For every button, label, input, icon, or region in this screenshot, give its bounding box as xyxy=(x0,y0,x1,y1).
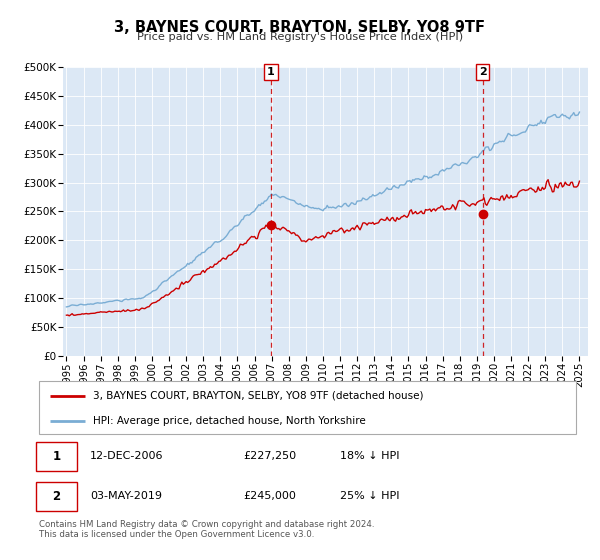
Text: £245,000: £245,000 xyxy=(243,491,296,501)
Text: 2: 2 xyxy=(479,67,487,77)
Text: 03-MAY-2019: 03-MAY-2019 xyxy=(90,491,162,501)
Text: 2: 2 xyxy=(52,490,61,503)
Text: Price paid vs. HM Land Registry's House Price Index (HPI): Price paid vs. HM Land Registry's House … xyxy=(137,32,463,43)
FancyBboxPatch shape xyxy=(37,442,77,471)
Text: HPI: Average price, detached house, North Yorkshire: HPI: Average price, detached house, Nort… xyxy=(93,416,365,426)
Text: 3, BAYNES COURT, BRAYTON, SELBY, YO8 9TF (detached house): 3, BAYNES COURT, BRAYTON, SELBY, YO8 9TF… xyxy=(93,391,423,401)
Text: 1: 1 xyxy=(267,67,275,77)
Text: 12-DEC-2006: 12-DEC-2006 xyxy=(90,451,164,461)
Text: 18% ↓ HPI: 18% ↓ HPI xyxy=(340,451,399,461)
Text: 25% ↓ HPI: 25% ↓ HPI xyxy=(340,491,399,501)
FancyBboxPatch shape xyxy=(37,482,77,511)
Text: Contains HM Land Registry data © Crown copyright and database right 2024.
This d: Contains HM Land Registry data © Crown c… xyxy=(39,520,374,539)
Text: £227,250: £227,250 xyxy=(243,451,296,461)
FancyBboxPatch shape xyxy=(39,381,576,434)
Text: 3, BAYNES COURT, BRAYTON, SELBY, YO8 9TF: 3, BAYNES COURT, BRAYTON, SELBY, YO8 9TF xyxy=(115,20,485,35)
Text: 1: 1 xyxy=(52,450,61,463)
